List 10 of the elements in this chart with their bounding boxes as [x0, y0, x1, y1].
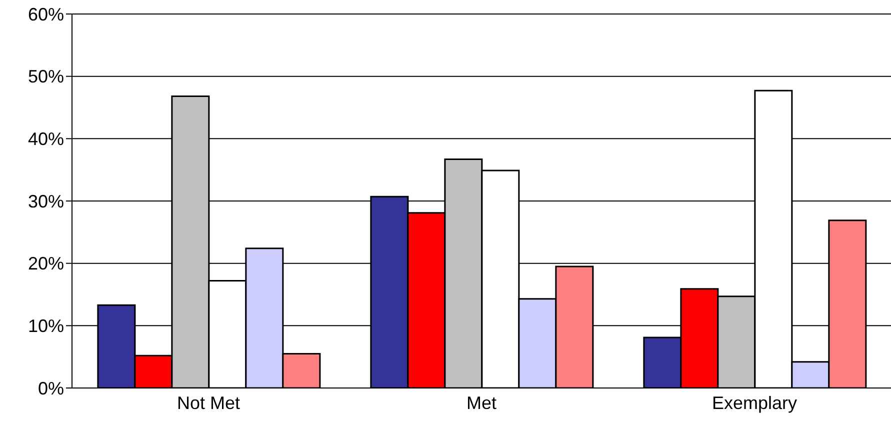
y-tick-label: 20% [28, 254, 64, 274]
x-tick-label: Met [466, 392, 497, 413]
y-tick-label: 30% [28, 191, 64, 212]
y-tick-label: 40% [28, 129, 64, 150]
y-tick-label: 50% [28, 66, 64, 87]
x-tick-label: Not Met [176, 392, 240, 413]
x-tick-label: Exemplary [712, 392, 798, 413]
y-tick-label: 0% [38, 378, 64, 398]
y-tick-label: 60% [28, 4, 64, 24]
y-tick-label: 10% [28, 316, 64, 336]
